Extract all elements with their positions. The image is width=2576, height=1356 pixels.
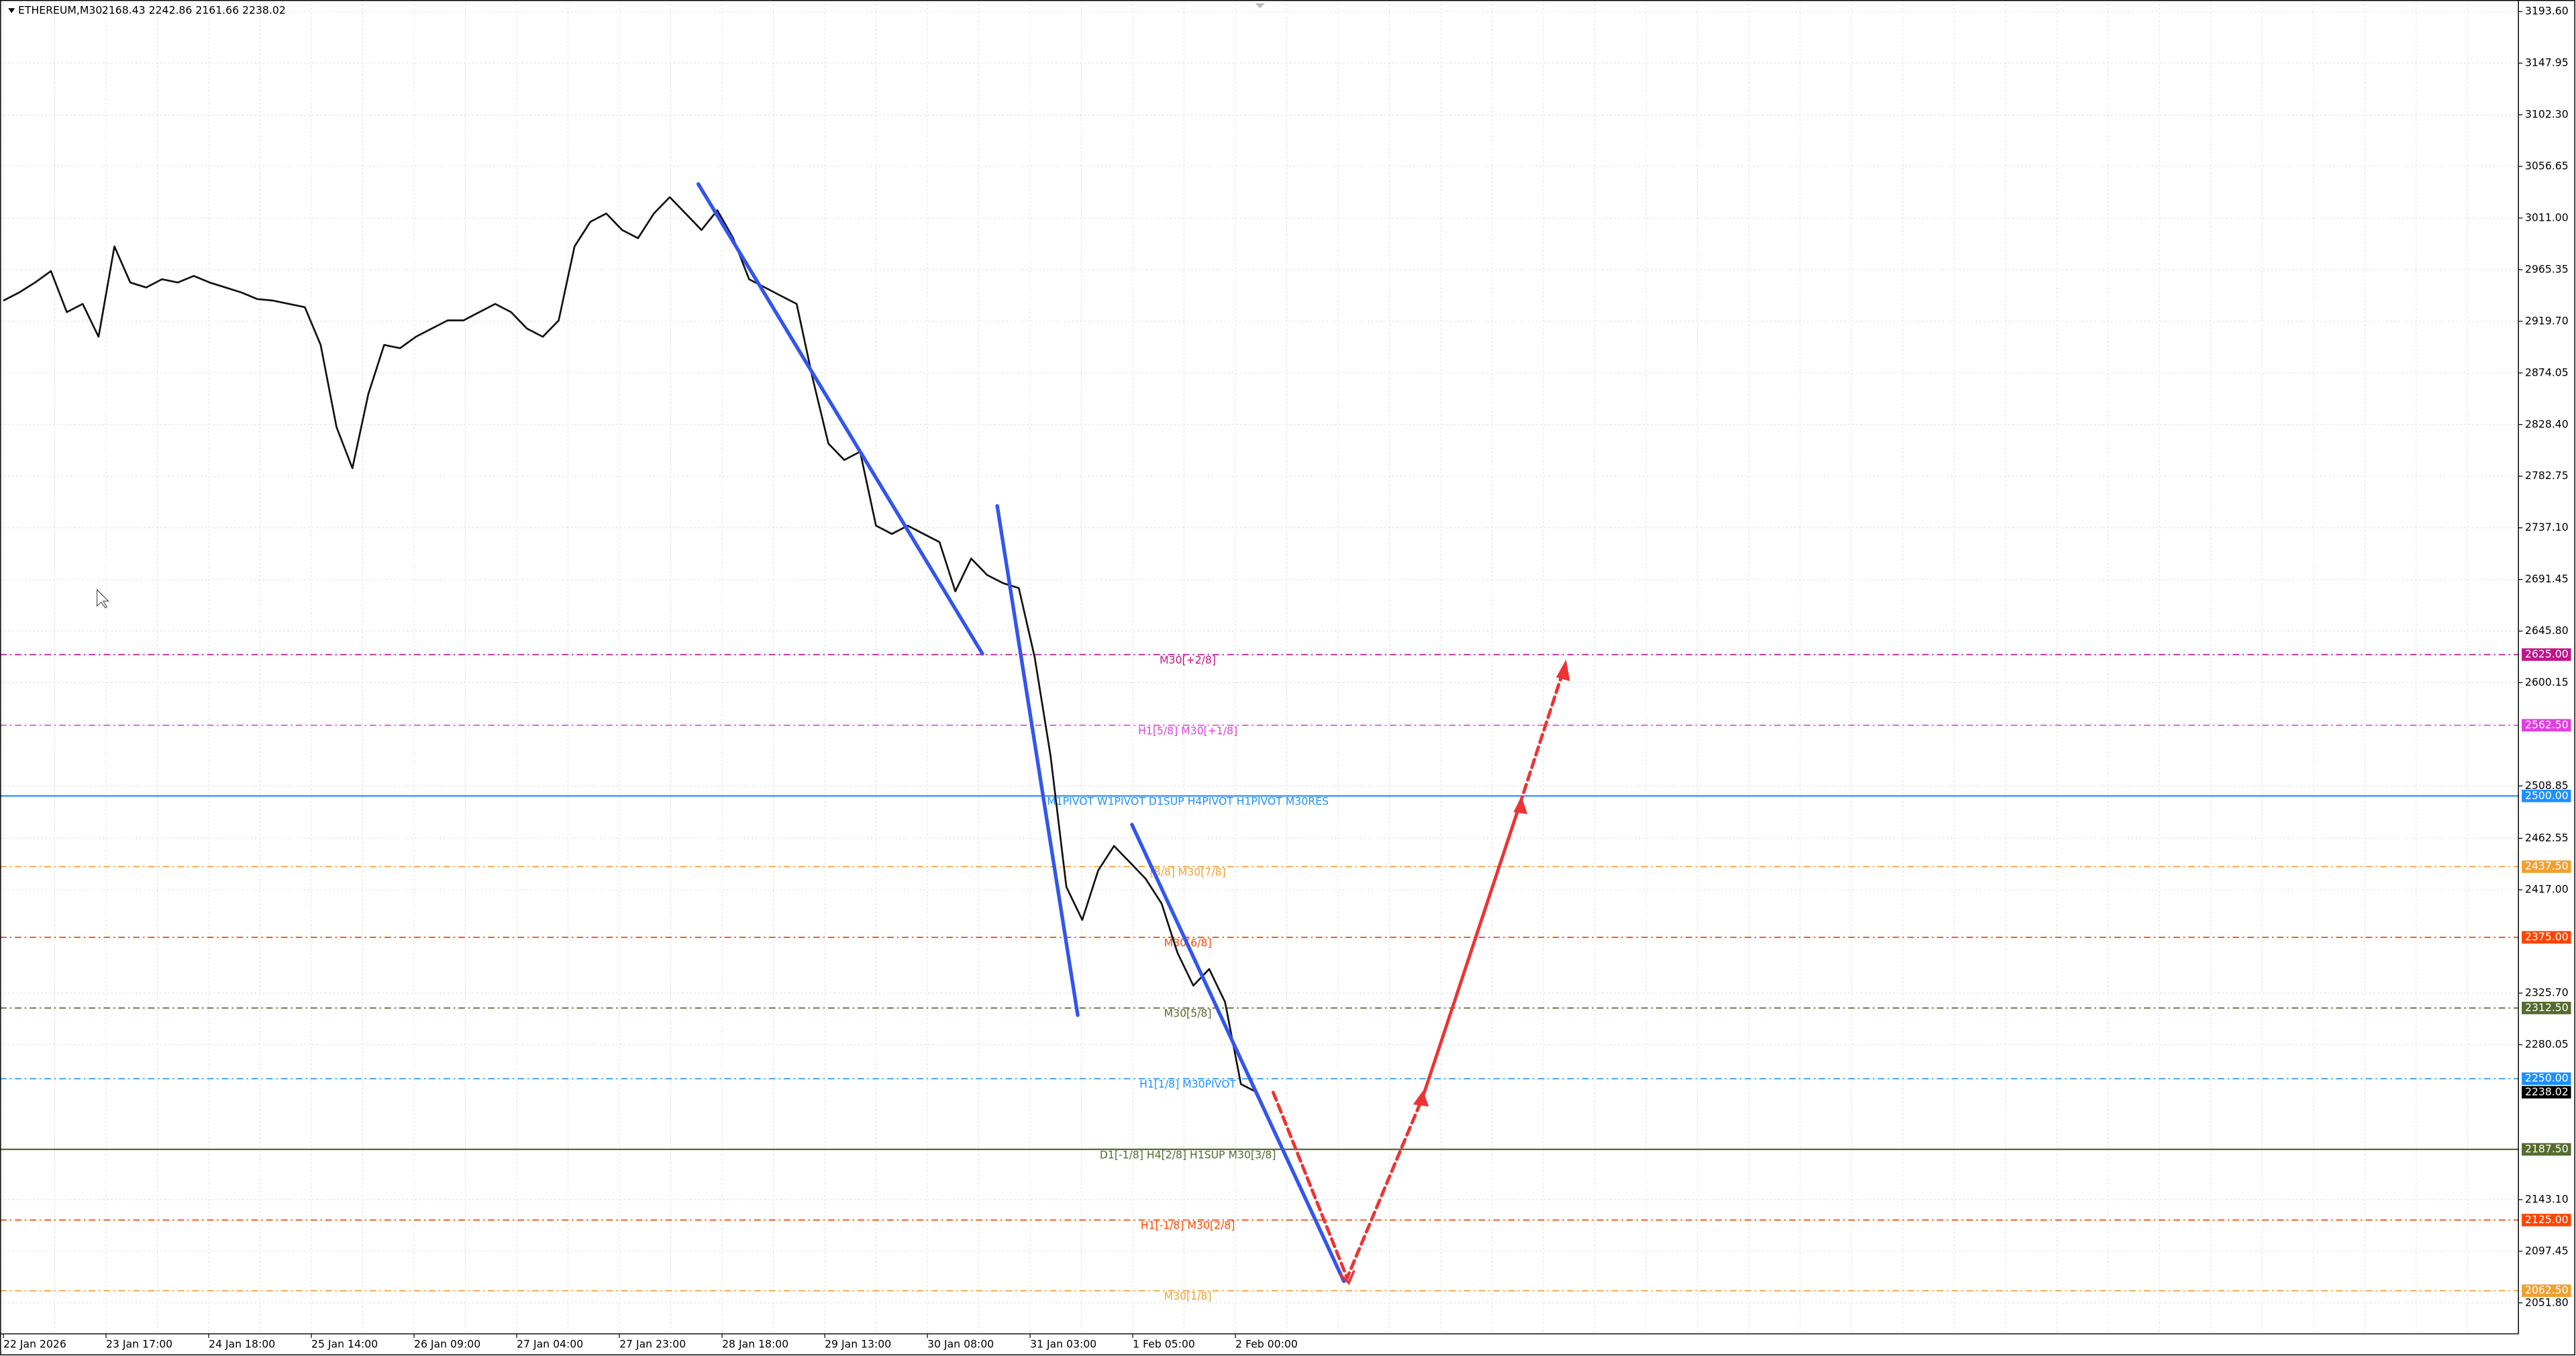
trend-line (1130, 823, 1346, 1284)
arrow-head (1556, 660, 1570, 682)
price-tag-label: 2375.00 (2525, 930, 2569, 943)
levels: M30[+2/8] H1[5/8] M30[+1/8] M1PIVOT W1PIVO… (0, 654, 2519, 1302)
price-label: 2280.05 (2525, 1038, 2569, 1051)
level-label: H1[5/8] M30[+1/8] (1138, 724, 1237, 737)
price-label: 2691.45 (2525, 572, 2569, 585)
price-label: 2782.75 (2525, 469, 2569, 482)
time-label: 29 Jan 13:00 (825, 1337, 891, 1350)
price-tag-label: 2500.00 (2525, 789, 2569, 802)
price-label: 3193.60 (2525, 5, 2569, 17)
price-label: 2874.05 (2525, 366, 2569, 378)
shift-marker[interactable] (1255, 3, 1266, 9)
grid (0, 0, 2519, 1334)
time-label: 27 Jan 04:00 (517, 1337, 583, 1350)
time-label: 23 Jan 17:00 (106, 1337, 172, 1350)
time-label: 22 Jan 2026 (3, 1337, 66, 1350)
mouse-cursor (96, 588, 110, 609)
ohlc: 2168.43 2242.86 2161.66 2238.02 (102, 3, 286, 16)
price-label: 2508.85 (2525, 779, 2569, 792)
price-tag (2522, 719, 2571, 732)
drawings (696, 182, 1570, 1286)
level-label: H1[-1/8] M30[2/8] (1141, 1219, 1235, 1232)
time-label: 1 Feb 05:00 (1133, 1337, 1195, 1350)
price-label: 2600.15 (2525, 676, 2569, 688)
price-tag (2522, 1002, 2571, 1014)
price-label: 2737.10 (2525, 521, 2569, 533)
level-label: M30[5/8] (1164, 1007, 1212, 1020)
level-label: [8/8] M30[7/8] (1150, 866, 1226, 878)
time-label: 26 Jan 09:00 (414, 1337, 480, 1350)
price-label: 3011.00 (2525, 211, 2569, 223)
price-tag (2522, 1143, 2571, 1156)
price-label: 2051.80 (2525, 1296, 2569, 1308)
price-tag-label: 2187.50 (2525, 1143, 2569, 1155)
price-line (3, 196, 1257, 1094)
forecast-arrow (1272, 1090, 1425, 1283)
price-tag-label: 2625.00 (2525, 647, 2569, 660)
level-label: H1[1/8] M30PIVOT (1139, 1078, 1236, 1090)
price-label: 2462.55 (2525, 831, 2569, 844)
forecast-arrow (1421, 803, 1522, 1099)
price-tag-label: 2250.00 (2525, 1072, 2569, 1084)
price-tag (2522, 931, 2571, 944)
time-label: 28 Jan 18:00 (722, 1337, 788, 1350)
arrow-head (1412, 1090, 1429, 1107)
trend-line (995, 504, 1080, 1017)
price-label: 2417.00 (2525, 883, 2569, 896)
price-tag (2522, 1284, 2571, 1298)
price-label: 3102.30 (2525, 108, 2569, 121)
price-tag-label: 2312.50 (2525, 1001, 2569, 1014)
level-label: M30[+2/8] (1160, 654, 1216, 666)
price-tag-label: 2062.50 (2525, 1284, 2569, 1296)
trend-line (696, 182, 984, 656)
price-label: 2143.10 (2525, 1192, 2569, 1205)
menu-triangle[interactable] (8, 8, 15, 13)
arrow-head (1339, 1270, 1355, 1286)
forecast-arrow (1518, 672, 1564, 807)
time-label: 31 Jan 03:00 (1030, 1337, 1096, 1350)
current-price-tag (2522, 1086, 2571, 1099)
time-label: 25 Jan 14:00 (311, 1337, 378, 1350)
time-label: 24 Jan 18:00 (209, 1337, 275, 1350)
price-tag (2522, 1072, 2571, 1085)
price-label: 2919.70 (2525, 314, 2569, 327)
level-label: M1PIVOT W1PIVOT D1SUP H4PIVOT H1PIVOT M3… (1047, 795, 1329, 808)
price-label: 3147.95 (2525, 56, 2569, 69)
price-tag (2522, 1214, 2571, 1227)
current-price-label: 2238.02 (2525, 1085, 2569, 1098)
price-label: 2325.70 (2525, 986, 2569, 999)
time-label: 27 Jan 23:00 (619, 1337, 686, 1350)
price-label: 2097.45 (2525, 1244, 2569, 1257)
price (3, 196, 1257, 1094)
time-label: 30 Jan 08:00 (927, 1337, 994, 1350)
symbol: ETHEREUM,M30 (18, 3, 102, 16)
arrow-head (1513, 796, 1528, 815)
level-label: M30[1/8] (1164, 1290, 1212, 1302)
price-tag (2522, 789, 2571, 802)
price-tag-label: 2437.50 (2525, 859, 2569, 872)
price-label: 2828.40 (2525, 417, 2569, 430)
price-tag-label: 2125.00 (2525, 1213, 2569, 1226)
price-tag-label: 2562.50 (2525, 718, 2569, 731)
price-tag (2522, 860, 2571, 873)
level-label: D1[-1/8] H4[2/8] H1SUP M30[3/8] (1100, 1148, 1276, 1161)
axes: 3193.60 3147.95 3102.30 3056.65 3011.00 2965.… (3, 5, 2571, 1350)
price-label: 3056.65 (2525, 160, 2569, 172)
price-label: 2965.35 (2525, 262, 2569, 275)
price-tag (2522, 648, 2571, 661)
price-label: 2645.80 (2525, 624, 2569, 637)
time-label: 2 Feb 00:00 (1235, 1337, 1298, 1350)
